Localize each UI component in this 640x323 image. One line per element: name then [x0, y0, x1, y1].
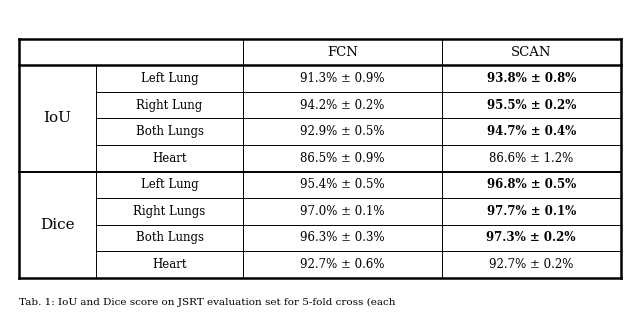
Text: Both Lungs: Both Lungs	[136, 125, 204, 138]
Text: 92.9% ± 0.5%: 92.9% ± 0.5%	[300, 125, 385, 138]
Text: 91.3% ± 0.9%: 91.3% ± 0.9%	[300, 72, 385, 85]
Text: 97.7% ± 0.1%: 97.7% ± 0.1%	[486, 205, 576, 218]
Text: IoU: IoU	[44, 111, 72, 125]
Text: 86.5% ± 0.9%: 86.5% ± 0.9%	[300, 152, 385, 165]
Text: Left Lung: Left Lung	[141, 72, 198, 85]
Text: Right Lung: Right Lung	[136, 99, 203, 112]
Text: 92.7% ± 0.6%: 92.7% ± 0.6%	[300, 258, 385, 271]
Text: 96.3% ± 0.3%: 96.3% ± 0.3%	[300, 232, 385, 245]
Text: 92.7% ± 0.2%: 92.7% ± 0.2%	[489, 258, 573, 271]
Text: Heart: Heart	[152, 258, 187, 271]
Text: Heart: Heart	[152, 152, 187, 165]
Text: SCAN: SCAN	[511, 46, 552, 58]
Text: 93.8% ± 0.8%: 93.8% ± 0.8%	[486, 72, 576, 85]
Text: FCN: FCN	[327, 46, 358, 58]
Text: 94.2% ± 0.2%: 94.2% ± 0.2%	[300, 99, 385, 112]
Text: 86.6% ± 1.2%: 86.6% ± 1.2%	[489, 152, 573, 165]
Text: Dice: Dice	[40, 218, 75, 232]
Text: Right Lungs: Right Lungs	[134, 205, 205, 218]
Text: 97.3% ± 0.2%: 97.3% ± 0.2%	[486, 232, 576, 245]
Text: Both Lungs: Both Lungs	[136, 232, 204, 245]
Text: Tab. 1: IoU and Dice score on JSRT evaluation set for 5-fold cross (each: Tab. 1: IoU and Dice score on JSRT evalu…	[19, 298, 396, 307]
Text: 96.8% ± 0.5%: 96.8% ± 0.5%	[486, 178, 576, 191]
Text: 94.7% ± 0.4%: 94.7% ± 0.4%	[486, 125, 576, 138]
Text: 97.0% ± 0.1%: 97.0% ± 0.1%	[300, 205, 385, 218]
Text: 95.5% ± 0.2%: 95.5% ± 0.2%	[486, 99, 576, 112]
Text: Left Lung: Left Lung	[141, 178, 198, 191]
Text: 95.4% ± 0.5%: 95.4% ± 0.5%	[300, 178, 385, 191]
